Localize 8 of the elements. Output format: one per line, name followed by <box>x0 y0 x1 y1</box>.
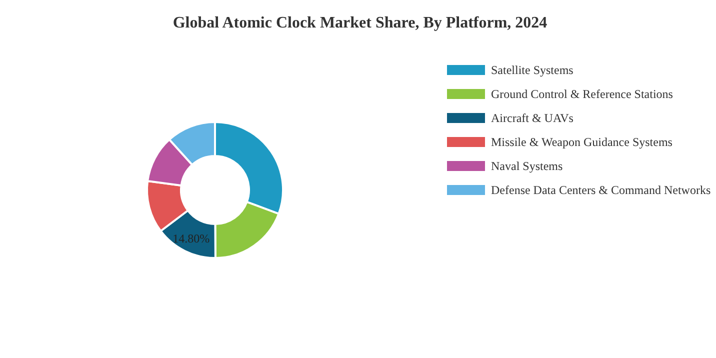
chart-title: Global Atomic Clock Market Share, By Platform, 2024 <box>172 14 548 32</box>
legend-label: Satellite Systems <box>491 63 574 77</box>
data-label: 14.80% <box>172 231 210 246</box>
legend-label: Defense Data Centers & Command Networks <box>491 183 711 197</box>
legend-label: Missile & Weapon Guidance Systems <box>491 135 673 149</box>
legend-label: Naval Systems <box>491 159 563 173</box>
legend-label: Aircraft & UAVs <box>491 111 574 125</box>
legend-label: Ground Control & Reference Stations <box>491 87 674 101</box>
